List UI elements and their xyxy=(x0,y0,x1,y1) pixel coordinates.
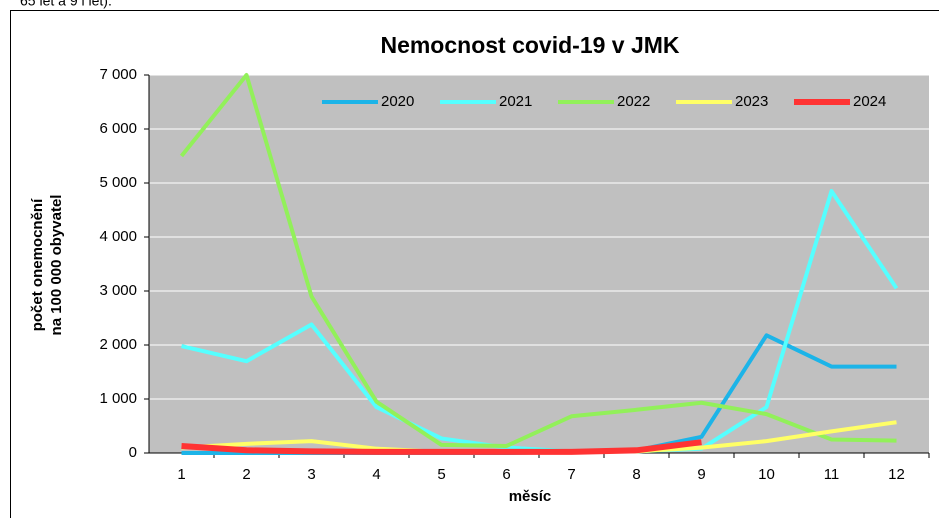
y-tick-label: 3 000 xyxy=(99,282,137,299)
y-tick-label: 6 000 xyxy=(99,120,137,137)
chart-title: Nemocnost covid-19 v JMK xyxy=(380,32,679,58)
x-tick-label: 2 xyxy=(242,466,250,483)
x-tick-label: 5 xyxy=(437,466,445,483)
x-tick-label: 7 xyxy=(567,466,575,483)
y-tick-label: 4 000 xyxy=(99,228,137,245)
legend-label: 2020 xyxy=(381,93,414,110)
plot-area xyxy=(149,75,929,453)
x-axis-label: měsíc xyxy=(509,488,552,505)
x-tick-label: 3 xyxy=(307,466,315,483)
y-tick-label: 1 000 xyxy=(99,390,137,407)
legend-label: 2024 xyxy=(853,93,886,110)
x-tick-label: 9 xyxy=(697,466,705,483)
x-tick-label: 8 xyxy=(632,466,640,483)
x-tick-label: 1 xyxy=(177,466,185,483)
series-line xyxy=(181,439,702,455)
y-tick-label: 7 000 xyxy=(99,66,137,83)
y-tick-label: 5 000 xyxy=(99,174,137,191)
series-line xyxy=(179,73,897,448)
x-tick-label: 11 xyxy=(824,466,840,483)
legend-label: 2023 xyxy=(735,93,768,110)
x-tick-label: 6 xyxy=(502,466,510,483)
legend-label: 2021 xyxy=(499,93,532,110)
y-axis-label: počet onemocnění xyxy=(29,198,46,331)
y-tick-label: 0 xyxy=(129,444,137,461)
y-axis-label: na 100 000 obyvatel xyxy=(48,195,65,336)
x-tick-label: 10 xyxy=(758,466,775,483)
header-text: 65 let a 9 i let). xyxy=(20,0,112,9)
x-tick-label: 4 xyxy=(372,466,380,483)
y-tick-label: 2 000 xyxy=(99,336,137,353)
legend-label: 2022 xyxy=(617,93,650,110)
x-tick-label: 12 xyxy=(888,466,905,483)
